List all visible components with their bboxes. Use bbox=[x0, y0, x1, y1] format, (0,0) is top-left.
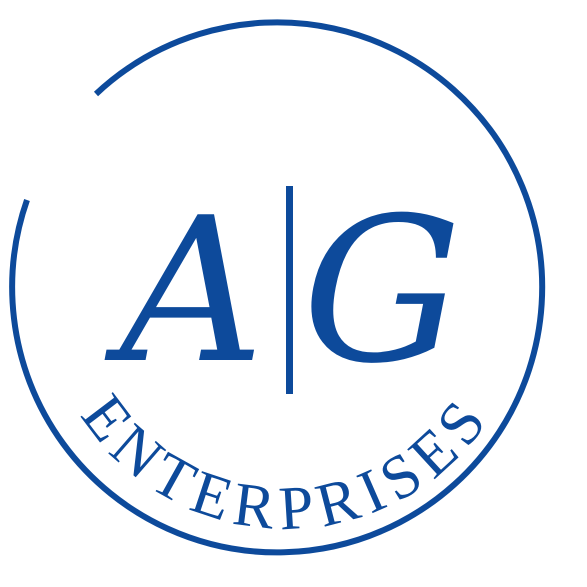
logo-ring bbox=[9, 19, 546, 556]
monogram-letter-g: G bbox=[302, 175, 462, 408]
logo-wordmark-path: ENTERPRISES bbox=[68, 383, 496, 544]
monogram-divider bbox=[286, 186, 293, 394]
monogram-letter-a: A bbox=[104, 175, 264, 408]
logo-wordmark: ENTERPRISES bbox=[68, 383, 504, 544]
